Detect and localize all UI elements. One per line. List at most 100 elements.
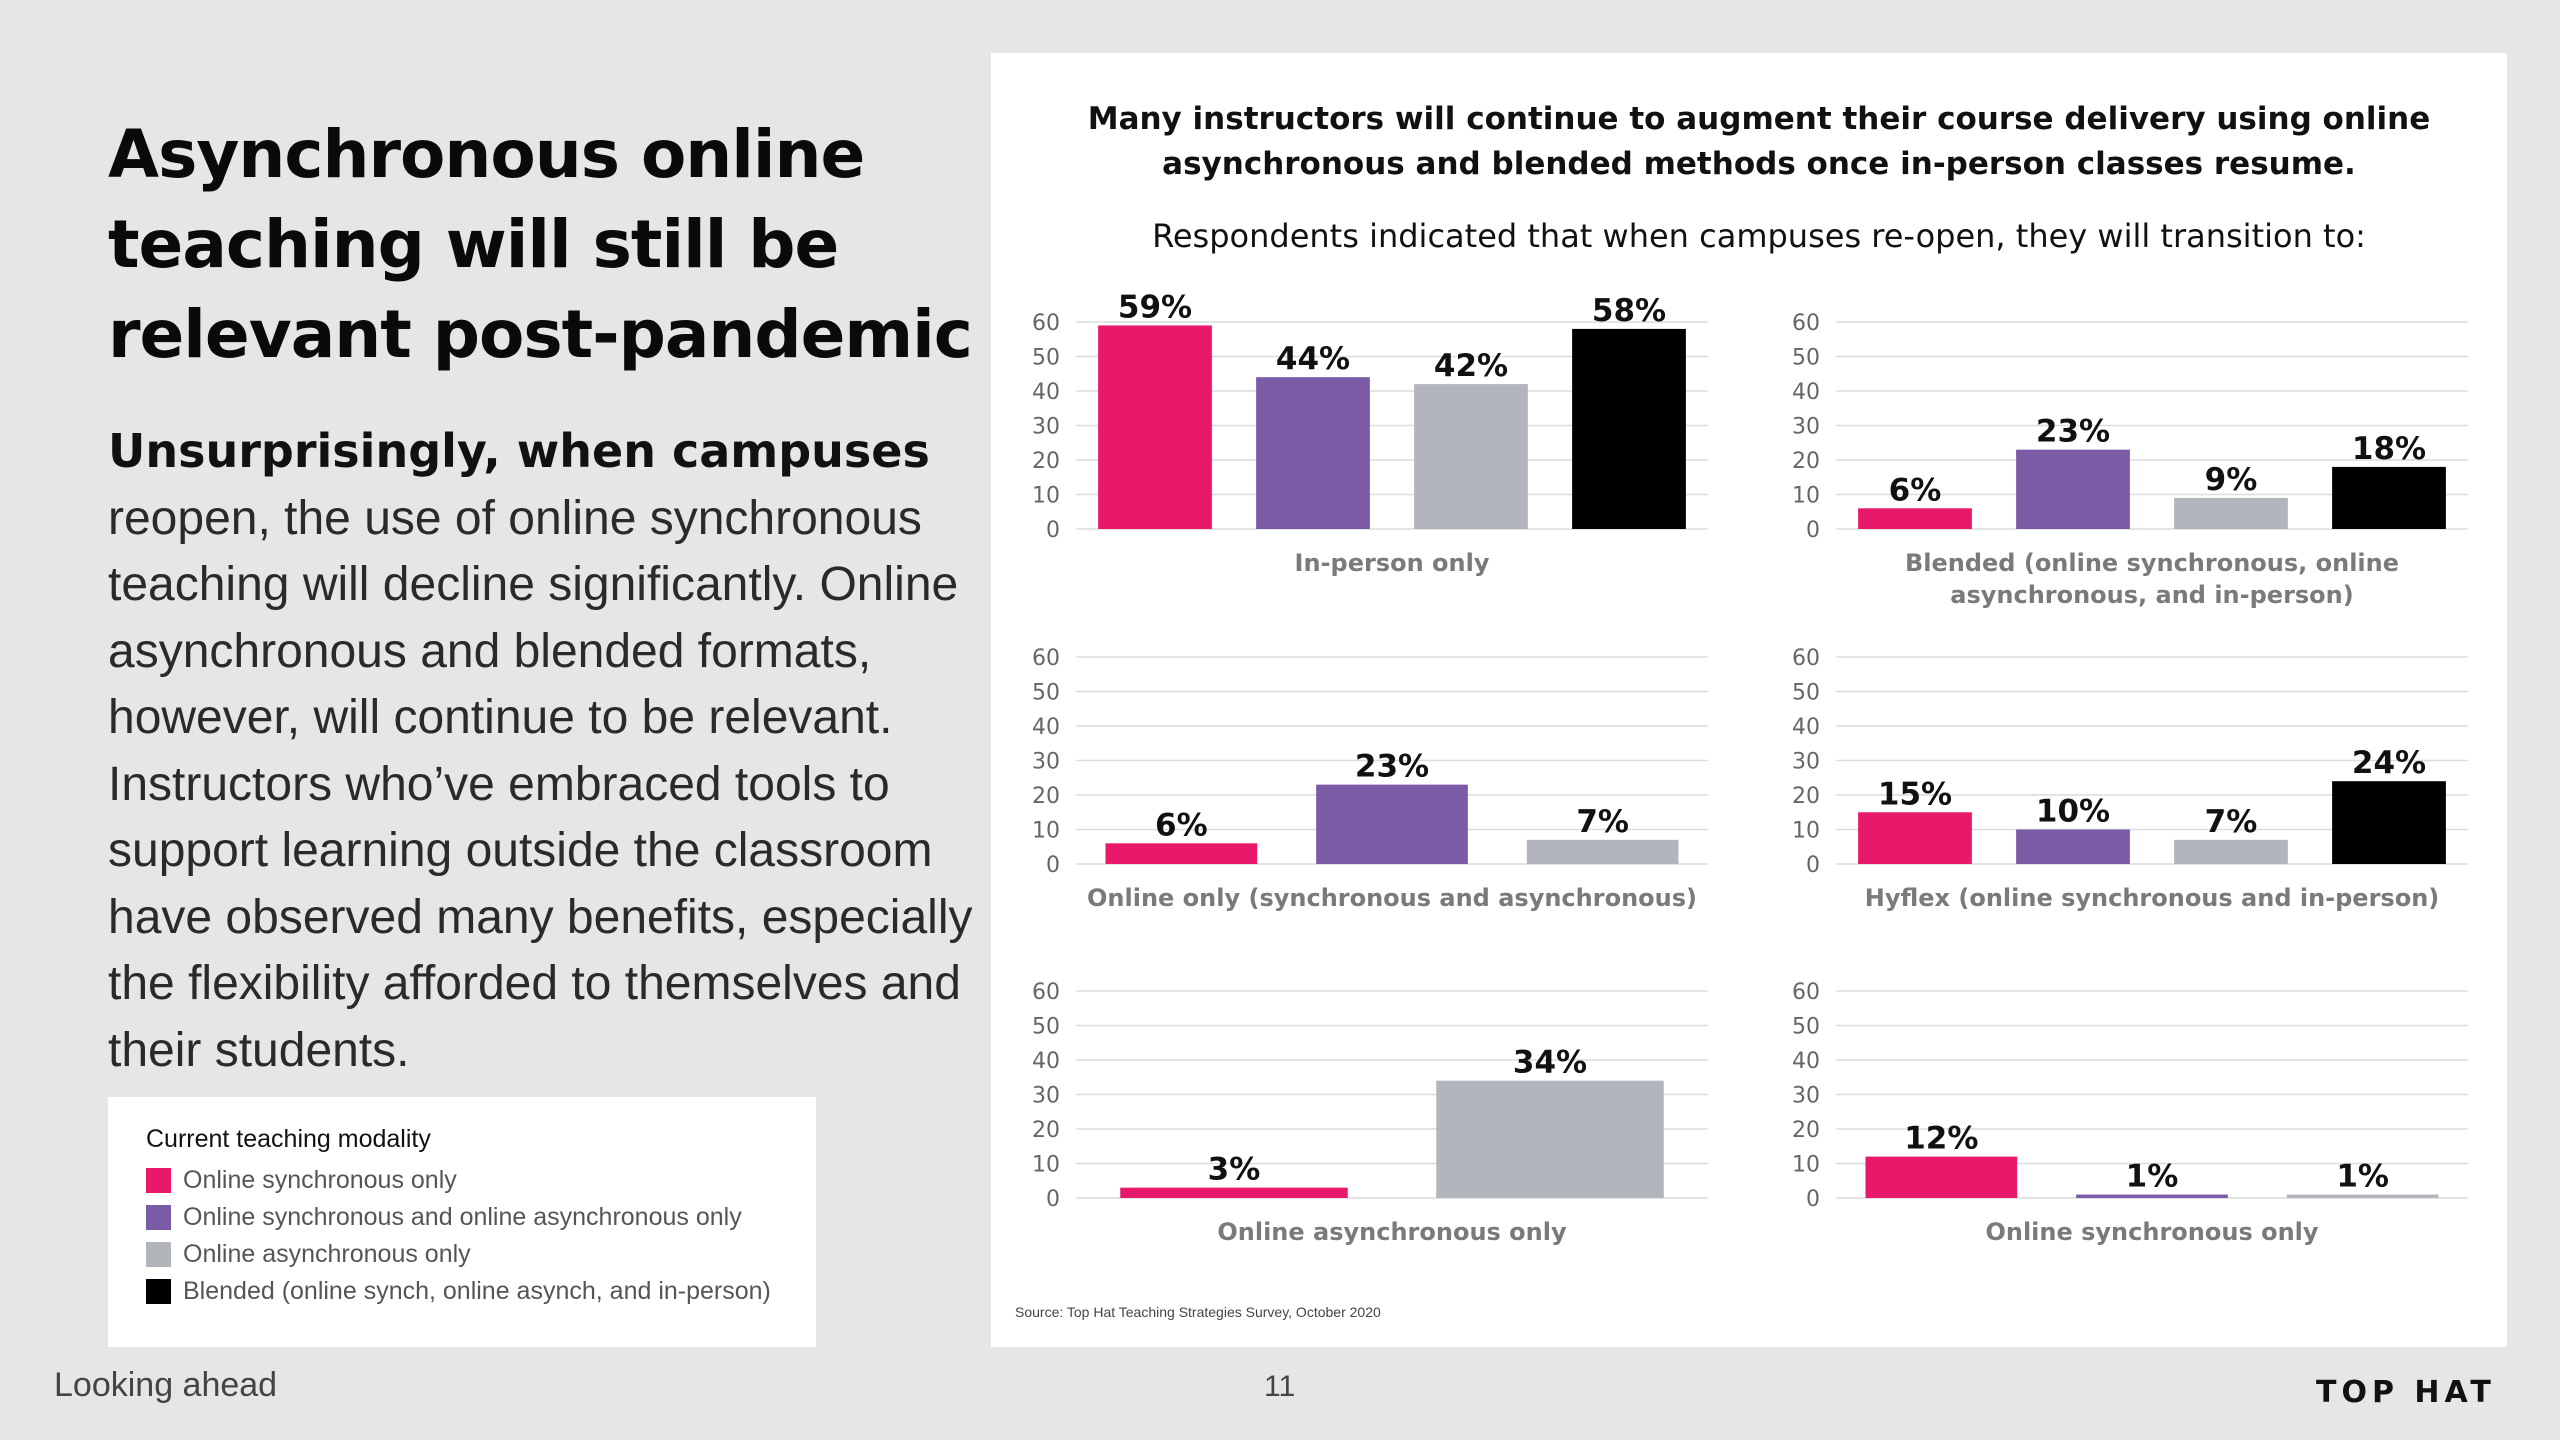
bar xyxy=(1105,843,1258,864)
y-tick-label: 30 xyxy=(1792,1084,1820,1109)
y-tick-label: 10 xyxy=(1032,484,1060,509)
y-tick-label: 10 xyxy=(1792,819,1820,844)
chart-svg: 0 10 20 30 40 50 60 6% 23% 7% xyxy=(1032,646,1708,878)
legend-item: Blended (online synch, online asynch, an… xyxy=(146,1273,816,1310)
slide-title: Asynchronous online teaching will still … xyxy=(108,116,973,373)
y-tick-label: 0 xyxy=(1806,1187,1820,1212)
y-tick-label: 50 xyxy=(1792,681,1820,706)
bar xyxy=(2076,1194,2228,1198)
y-tick-label: 20 xyxy=(1792,784,1820,809)
chart-svg: 0 10 20 30 40 50 60 15% 10% 7% 24% xyxy=(1792,646,2468,878)
chart-online-asynchronous-only: 0 10 20 30 40 50 60 3% 34% Online asynchronous on… xyxy=(1020,977,1720,1246)
y-tick-label: 10 xyxy=(1792,1153,1820,1178)
chart-caption: Hyflex (online synchronous and in-person… xyxy=(1864,884,2440,912)
data-label: 15% xyxy=(1878,776,1952,812)
bar xyxy=(1316,784,1468,864)
source-note: Source: Top Hat Teaching Strategies Surv… xyxy=(1015,1304,1381,1320)
chart-blended: 0 10 20 30 40 50 60 6% 23% 9% 18% Blended (online s… xyxy=(1780,308,2480,609)
data-label: 6% xyxy=(1155,807,1208,843)
y-tick-label: 60 xyxy=(1032,311,1060,336)
slide-body: Unsurprisingly, when campuses reopen, th… xyxy=(108,418,988,1084)
data-label: 3% xyxy=(1208,1152,1261,1188)
data-label: 44% xyxy=(1276,341,1350,377)
chart-caption: In-person only xyxy=(1294,549,1490,577)
data-label: 10% xyxy=(2036,794,2110,830)
legend-swatch xyxy=(146,1279,171,1304)
slide-body-lead: Unsurprisingly, when campuses xyxy=(108,424,930,478)
y-tick-label: 60 xyxy=(1792,980,1820,1005)
legend-item: Online synchronous only xyxy=(146,1162,816,1199)
chart-online-synchronous-only: 0 10 20 30 40 50 60 12% 1% 1% Online synchronous o… xyxy=(1780,977,2480,1246)
y-tick-label: 40 xyxy=(1032,715,1060,740)
y-tick-label: 40 xyxy=(1032,380,1060,405)
bar xyxy=(2016,829,2130,864)
chart-svg: 0 10 20 30 40 50 60 6% 23% 9% 18% xyxy=(1792,311,2468,543)
data-label: 24% xyxy=(2352,745,2426,781)
y-tick-label: 60 xyxy=(1792,646,1820,671)
bar xyxy=(1865,1156,2018,1198)
data-label: 23% xyxy=(2036,414,2110,450)
chart-svg: 0 10 20 30 40 50 60 59% 44% 42% 58% xyxy=(1032,289,1708,543)
data-label: 18% xyxy=(2352,431,2426,467)
bar xyxy=(2286,1194,2439,1198)
chart-online-only: 0 10 20 30 40 50 60 6% 23% 7% Online only (synchro… xyxy=(1020,643,1720,912)
bar xyxy=(2332,781,2446,864)
data-label: 9% xyxy=(2205,462,2258,498)
y-tick-label: 40 xyxy=(1792,715,1820,740)
y-tick-label: 50 xyxy=(1032,681,1060,706)
data-label: 59% xyxy=(1118,289,1192,325)
legend: Current teaching modality Online synchro… xyxy=(108,1097,816,1347)
y-tick-label: 0 xyxy=(1806,518,1820,543)
data-label: 23% xyxy=(1355,749,1429,785)
y-tick-label: 60 xyxy=(1032,646,1060,671)
y-tick-label: 40 xyxy=(1032,1049,1060,1074)
data-label: 1% xyxy=(2336,1159,2389,1195)
chart-caption: Online only (synchronous and asynchronou… xyxy=(1087,884,1697,912)
chart-caption: Blended (online synchronous, online asyn… xyxy=(1904,549,2400,609)
chart-in-person-only: 0 10 20 30 40 50 60 59% 44% 42% 58% In-person only xyxy=(1020,289,1720,577)
bar xyxy=(1256,377,1370,529)
chart-svg: 0 10 20 30 40 50 60 3% 34% xyxy=(1032,980,1708,1212)
bar xyxy=(2016,449,2130,529)
bar xyxy=(2174,839,2288,864)
y-tick-label: 30 xyxy=(1792,750,1820,775)
panel-subtitle: Respondents indicated that when campuses… xyxy=(1152,217,2366,255)
chart-caption: Online asynchronous only xyxy=(1217,1218,1567,1246)
y-tick-label: 0 xyxy=(1046,518,1060,543)
data-label: 7% xyxy=(1576,804,1629,840)
data-label: 6% xyxy=(1889,472,1942,508)
data-label: 58% xyxy=(1592,293,1666,329)
legend-label: Online synchronous and online asynchrono… xyxy=(183,1203,742,1231)
legend-swatch xyxy=(146,1205,171,1230)
slide-body-text: reopen, the use of online synchronous te… xyxy=(108,491,973,1077)
y-tick-label: 20 xyxy=(1032,784,1060,809)
bar xyxy=(2332,466,2446,529)
y-tick-label: 20 xyxy=(1032,449,1060,474)
legend-label: Online synchronous only xyxy=(183,1166,457,1194)
y-tick-label: 20 xyxy=(1792,1118,1820,1143)
data-label: 34% xyxy=(1513,1045,1587,1081)
data-label: 7% xyxy=(2205,804,2258,840)
legend-item: Online synchronous and online asynchrono… xyxy=(146,1199,816,1236)
data-label: 12% xyxy=(1904,1121,1978,1157)
y-tick-label: 30 xyxy=(1792,415,1820,440)
bar xyxy=(1120,1187,1348,1198)
section-label: Looking ahead xyxy=(54,1366,278,1404)
y-tick-label: 60 xyxy=(1032,980,1060,1005)
y-tick-label: 20 xyxy=(1792,449,1820,474)
y-tick-label: 10 xyxy=(1032,819,1060,844)
legend-label: Blended (online synch, online asynch, an… xyxy=(183,1277,771,1305)
page-number: 11 xyxy=(1264,1370,1296,1403)
y-tick-label: 30 xyxy=(1032,1084,1060,1109)
y-tick-label: 10 xyxy=(1032,1153,1060,1178)
bar xyxy=(1858,508,1972,529)
bar xyxy=(1414,384,1528,529)
data-label: 1% xyxy=(2126,1159,2179,1195)
legend-item: Online asynchronous only xyxy=(146,1236,816,1273)
bar xyxy=(1526,839,1679,864)
y-tick-label: 50 xyxy=(1792,1015,1820,1040)
chart-caption: Online synchronous only xyxy=(1985,1218,2319,1246)
y-tick-label: 30 xyxy=(1032,750,1060,775)
legend-title: Current teaching modality xyxy=(146,1125,431,1153)
y-tick-label: 40 xyxy=(1792,1049,1820,1074)
